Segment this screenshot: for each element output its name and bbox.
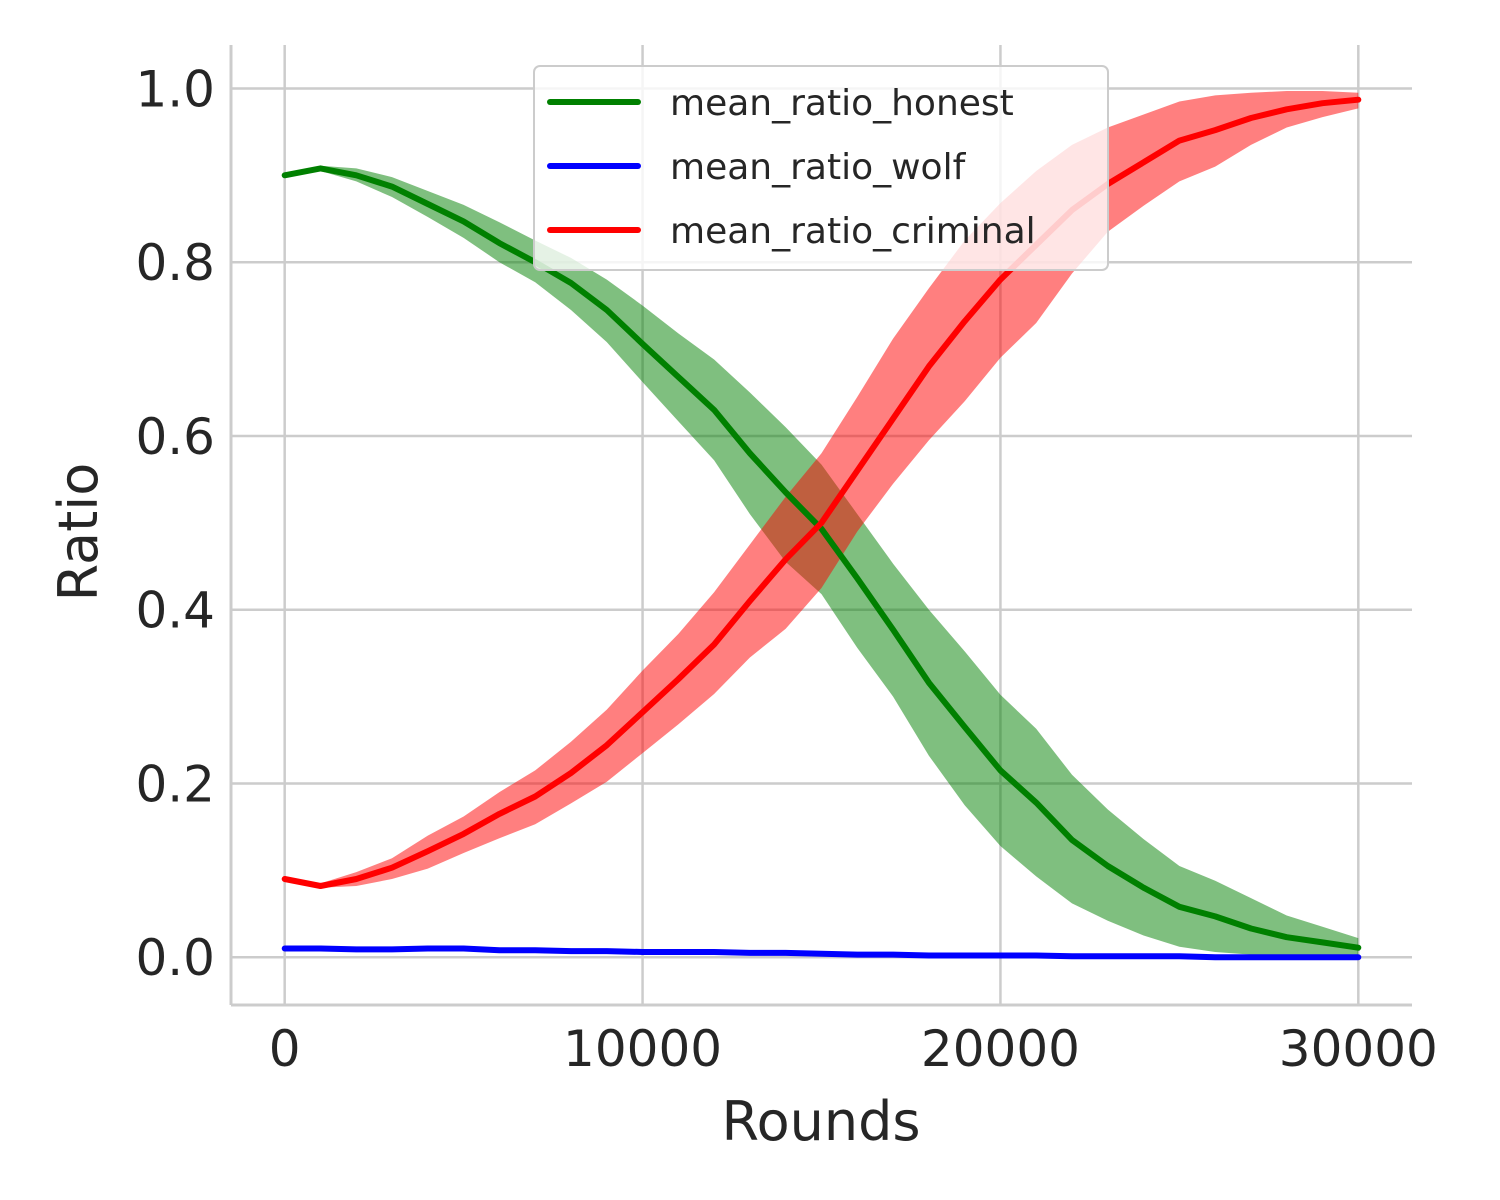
x-axis-label: Rounds xyxy=(722,1090,921,1153)
mean_ratio_honest-line xyxy=(281,165,1362,951)
legend-entry: mean_ratio_honest xyxy=(670,83,1014,124)
y-tick-label: 0.8 xyxy=(135,234,215,292)
x-tick-label: 30000 xyxy=(1279,1020,1438,1078)
legend-entry: mean_ratio_wolf xyxy=(670,147,967,188)
mean_ratio_criminal-line xyxy=(281,96,1362,889)
legend-box xyxy=(533,65,1109,271)
axes xyxy=(229,45,1412,1007)
legend-entry: mean_ratio_criminal xyxy=(670,211,1036,252)
y-tick-label: 1.0 xyxy=(135,60,215,118)
x-tick-label: 20000 xyxy=(921,1020,1080,1078)
mean_ratio_criminal-band xyxy=(284,91,1359,888)
series-lines xyxy=(281,96,1362,961)
x-tick-label: 10000 xyxy=(563,1020,722,1078)
legend: mean_ratio_honest mean_ratio_wolf mean_rat… xyxy=(533,65,1109,271)
y-axis-label: Ratio xyxy=(47,463,110,602)
tick-labels: 0 10000 20000 30000 0.0 0.2 0.4 0.6 0.8 1.0 xyxy=(135,60,1437,1078)
y-tick-label: 0.0 xyxy=(135,929,215,987)
y-tick-label: 0.2 xyxy=(135,755,215,813)
y-tick-label: 0.4 xyxy=(135,582,215,640)
y-tick-label: 0.6 xyxy=(135,408,215,466)
x-tick-label: 0 xyxy=(269,1020,301,1078)
mean_ratio_wolf-line xyxy=(281,945,1362,961)
